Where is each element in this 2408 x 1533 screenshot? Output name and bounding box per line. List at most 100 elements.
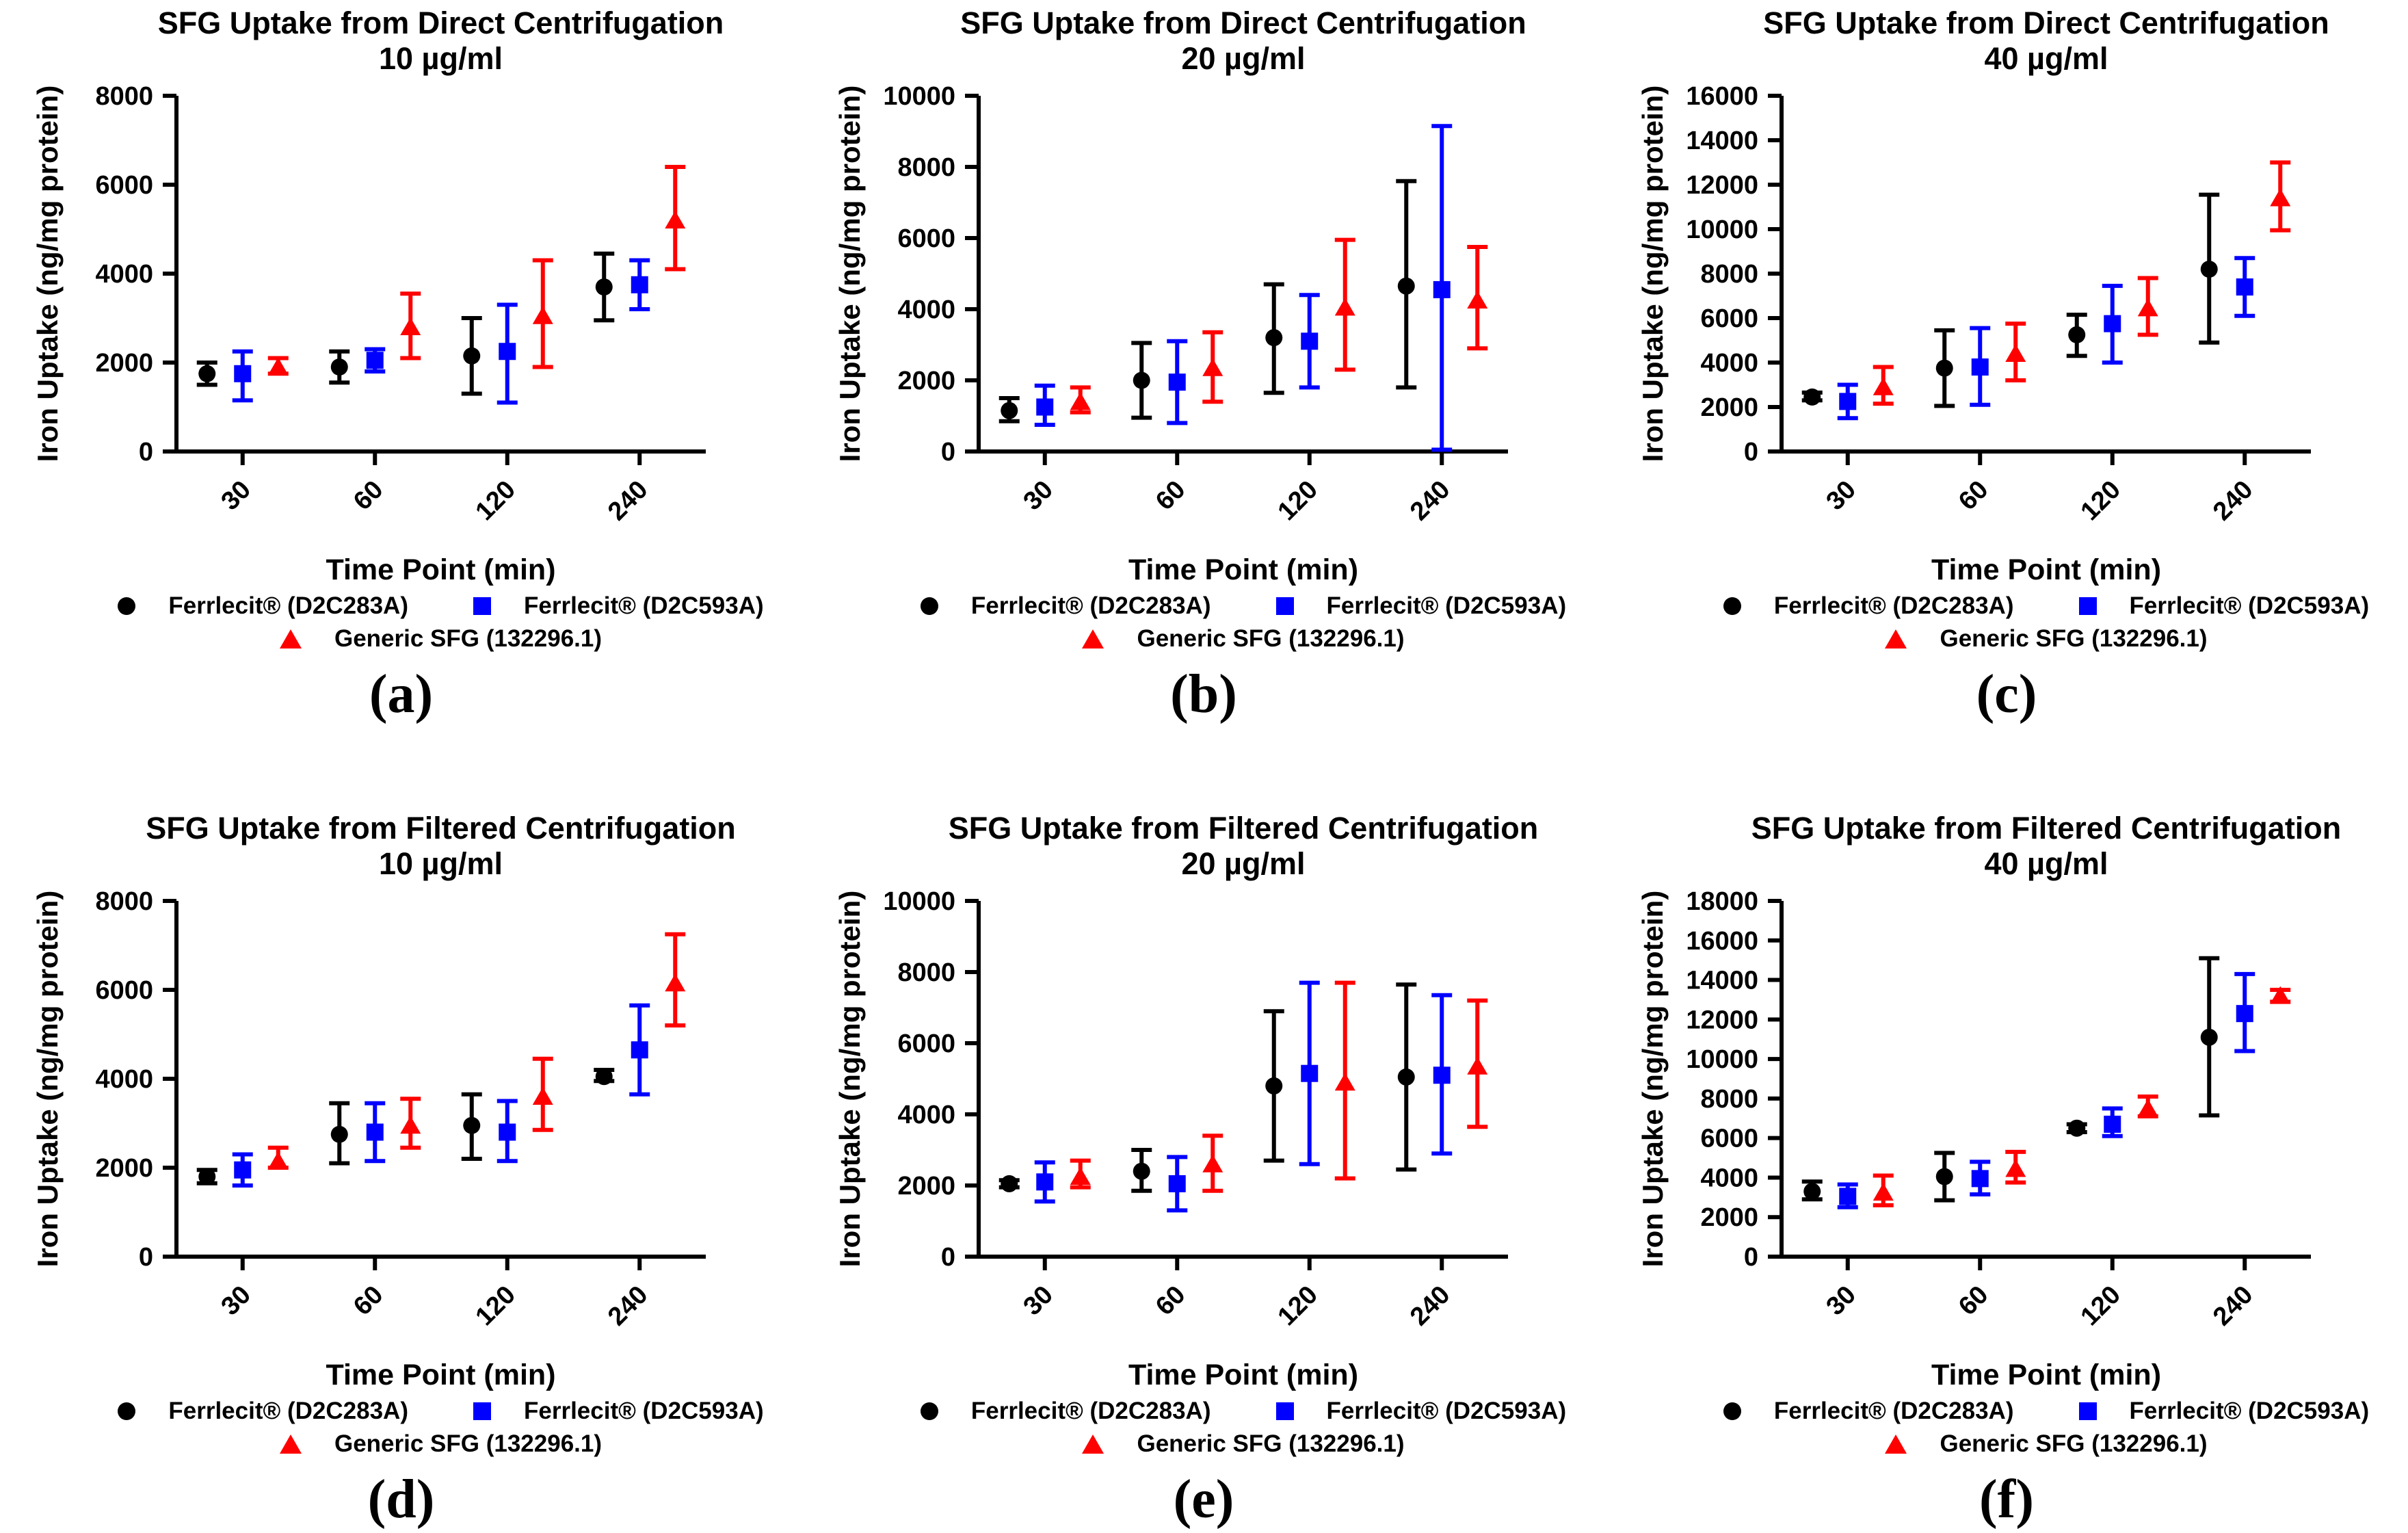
x-tick-label: 120 <box>2076 475 2127 527</box>
y-tick-label: 16000 <box>1686 927 1758 956</box>
marker-circle <box>2068 1119 2086 1137</box>
legend-marker-triangle-icon <box>1885 629 1907 648</box>
legend-marker-square-icon <box>1275 597 1294 615</box>
marker-circle <box>1001 402 1018 419</box>
marker-square <box>1036 398 1054 416</box>
marker-circle <box>2200 261 2218 278</box>
marker-triangle <box>665 973 686 992</box>
legend: Ferrlecit® (D2C283A) Ferrlecit® (D2C593A… <box>0 592 802 653</box>
chart-title-line2: 20 µg/ml <box>1181 41 1306 76</box>
series-2 <box>1070 980 1488 1193</box>
legend-marker-circle-icon <box>1723 1402 1741 1420</box>
marker-square <box>1168 374 1186 391</box>
x-tick-label: 30 <box>1018 1281 1059 1322</box>
chart-title-line2: 40 µg/ml <box>1984 41 2108 76</box>
legend-label: Generic SFG (132296.1) <box>334 625 603 652</box>
x-tick-label: 240 <box>1405 475 1456 527</box>
marker-triangle <box>1070 392 1091 410</box>
legend-label: Ferrlecit® (D2C283A) <box>168 1398 408 1424</box>
y-axis-title: Iron Uptake (ng/mg protein) <box>834 86 866 462</box>
marker-square <box>366 352 384 369</box>
marker-triangle <box>2005 344 2026 362</box>
y-tick-label: 2000 <box>95 349 153 378</box>
y-tick-label: 0 <box>1744 1243 1758 1272</box>
legend-marker-circle-icon <box>920 597 938 615</box>
chart-canvas: 0 2000 4000 6000 8000 30 60 120 240 Iron Uptake (… <box>31 82 706 527</box>
chart-canvas: 0 2000 4000 6000 8000 10000 12000 14000 16000 30 6… <box>1637 82 2311 527</box>
marker-square <box>1433 1066 1451 1084</box>
y-tick-label: 6000 <box>95 976 153 1005</box>
marker-triangle <box>2005 1159 2026 1177</box>
series-1 <box>1034 980 1453 1213</box>
y-tick-label: 14000 <box>1686 967 1758 995</box>
y-tick-label: 2000 <box>95 1154 153 1183</box>
marker-triangle <box>2270 188 2291 207</box>
legend-item: Generic SFG (132296.1) <box>279 1430 603 1458</box>
y-tick-label: 4000 <box>897 1101 955 1129</box>
chart-canvas: 0 2000 4000 6000 8000 10000 30 60 120 240 Iron Upt… <box>834 82 1508 527</box>
marker-triangle <box>1334 298 1355 316</box>
legend-row: Ferrlecit® (D2C283A) Ferrlecit® (D2C593A… <box>79 1398 802 1425</box>
series-2 <box>267 165 686 376</box>
marker-triangle <box>2137 1099 2158 1117</box>
panel-letter: (c) <box>1976 664 2037 724</box>
x-tick-label: 120 <box>1273 1281 1324 1332</box>
y-tick-label: 6000 <box>897 1030 955 1058</box>
legend-marker-square-icon <box>2078 597 2097 615</box>
marker-triangle <box>267 1151 289 1170</box>
legend-label: Generic SFG (132296.1) <box>1137 1430 1405 1457</box>
series-2 <box>1873 986 2291 1207</box>
y-tick-label: 12000 <box>1686 171 1758 200</box>
x-tick-label: 30 <box>216 475 257 516</box>
axes <box>977 96 1508 454</box>
x-tick-label: 120 <box>471 475 522 527</box>
chart-canvas: 0 2000 4000 6000 8000 30 60 120 240 Iron Uptake (… <box>31 887 706 1332</box>
legend: Ferrlecit® (D2C283A) Ferrlecit® (D2C593A… <box>0 1398 802 1458</box>
marker-square <box>2236 1005 2253 1023</box>
y-axis-title: Iron Uptake (ng/mg protein) <box>1637 891 1669 1268</box>
chart-title-line2: 10 µg/ml <box>379 846 503 881</box>
axes <box>977 901 1508 1259</box>
chart-title-line2: 20 µg/ml <box>1181 846 1306 881</box>
marker-circle <box>330 1125 348 1143</box>
y-axis-title: Iron Uptake (ng/mg protein) <box>834 891 866 1268</box>
legend-label: Ferrlecit® (D2C283A) <box>1773 1398 2014 1424</box>
legend-marker-triangle-icon <box>1082 1434 1104 1454</box>
legend-label: Generic SFG (132296.1) <box>334 1430 603 1457</box>
y-tick-label: 10000 <box>883 887 955 916</box>
x-tick-label: 60 <box>1150 475 1191 516</box>
series-1 <box>232 258 650 405</box>
y-tick-label: 2000 <box>1700 393 1758 422</box>
panel-c: SFG Uptake from Direct Centrifugation 40… <box>1605 0 2408 729</box>
marker-square <box>631 1041 648 1059</box>
x-tick-label: 240 <box>1405 1281 1456 1332</box>
marker-circle <box>1133 1162 1150 1180</box>
x-tick-label: 240 <box>603 1281 654 1332</box>
legend-label: Ferrlecit® (D2C593A) <box>2129 592 2370 619</box>
legend-item: Generic SFG (132296.1) <box>1082 1430 1405 1458</box>
legend-label: Ferrlecit® (D2C593A) <box>524 592 764 619</box>
legend-marker-circle-icon <box>118 1402 136 1420</box>
legend-marker-triangle-icon <box>1082 629 1104 648</box>
legend-marker-circle-icon <box>1723 597 1741 615</box>
series-2 <box>1070 237 1488 415</box>
x-tick-label: 120 <box>2076 1281 2127 1332</box>
marker-circle <box>1265 329 1283 347</box>
x-axis-title: Time Point (min) <box>326 553 556 586</box>
marker-circle <box>1133 371 1150 389</box>
y-tick-label: 2000 <box>897 1172 955 1201</box>
marker-circle <box>198 365 216 382</box>
y-tick-label: 0 <box>139 1243 153 1272</box>
marker-circle <box>2068 326 2086 343</box>
chart-title-line2: 10 µg/ml <box>379 41 503 76</box>
y-tick-label: 4000 <box>1700 349 1758 378</box>
y-tick-label: 0 <box>139 438 153 467</box>
panel-d: SFG Uptake from Filtered Centrifugation … <box>0 729 802 1533</box>
y-tick-label: 18000 <box>1686 887 1758 916</box>
panel-e: SFG Uptake from Filtered Centrifugation … <box>802 729 1605 1533</box>
legend-marker-triangle-icon <box>279 629 302 648</box>
axes <box>174 96 706 454</box>
series-0 <box>998 982 1417 1193</box>
legend-row: Ferrlecit® (D2C283A) Ferrlecit® (D2C593A… <box>882 592 1605 620</box>
